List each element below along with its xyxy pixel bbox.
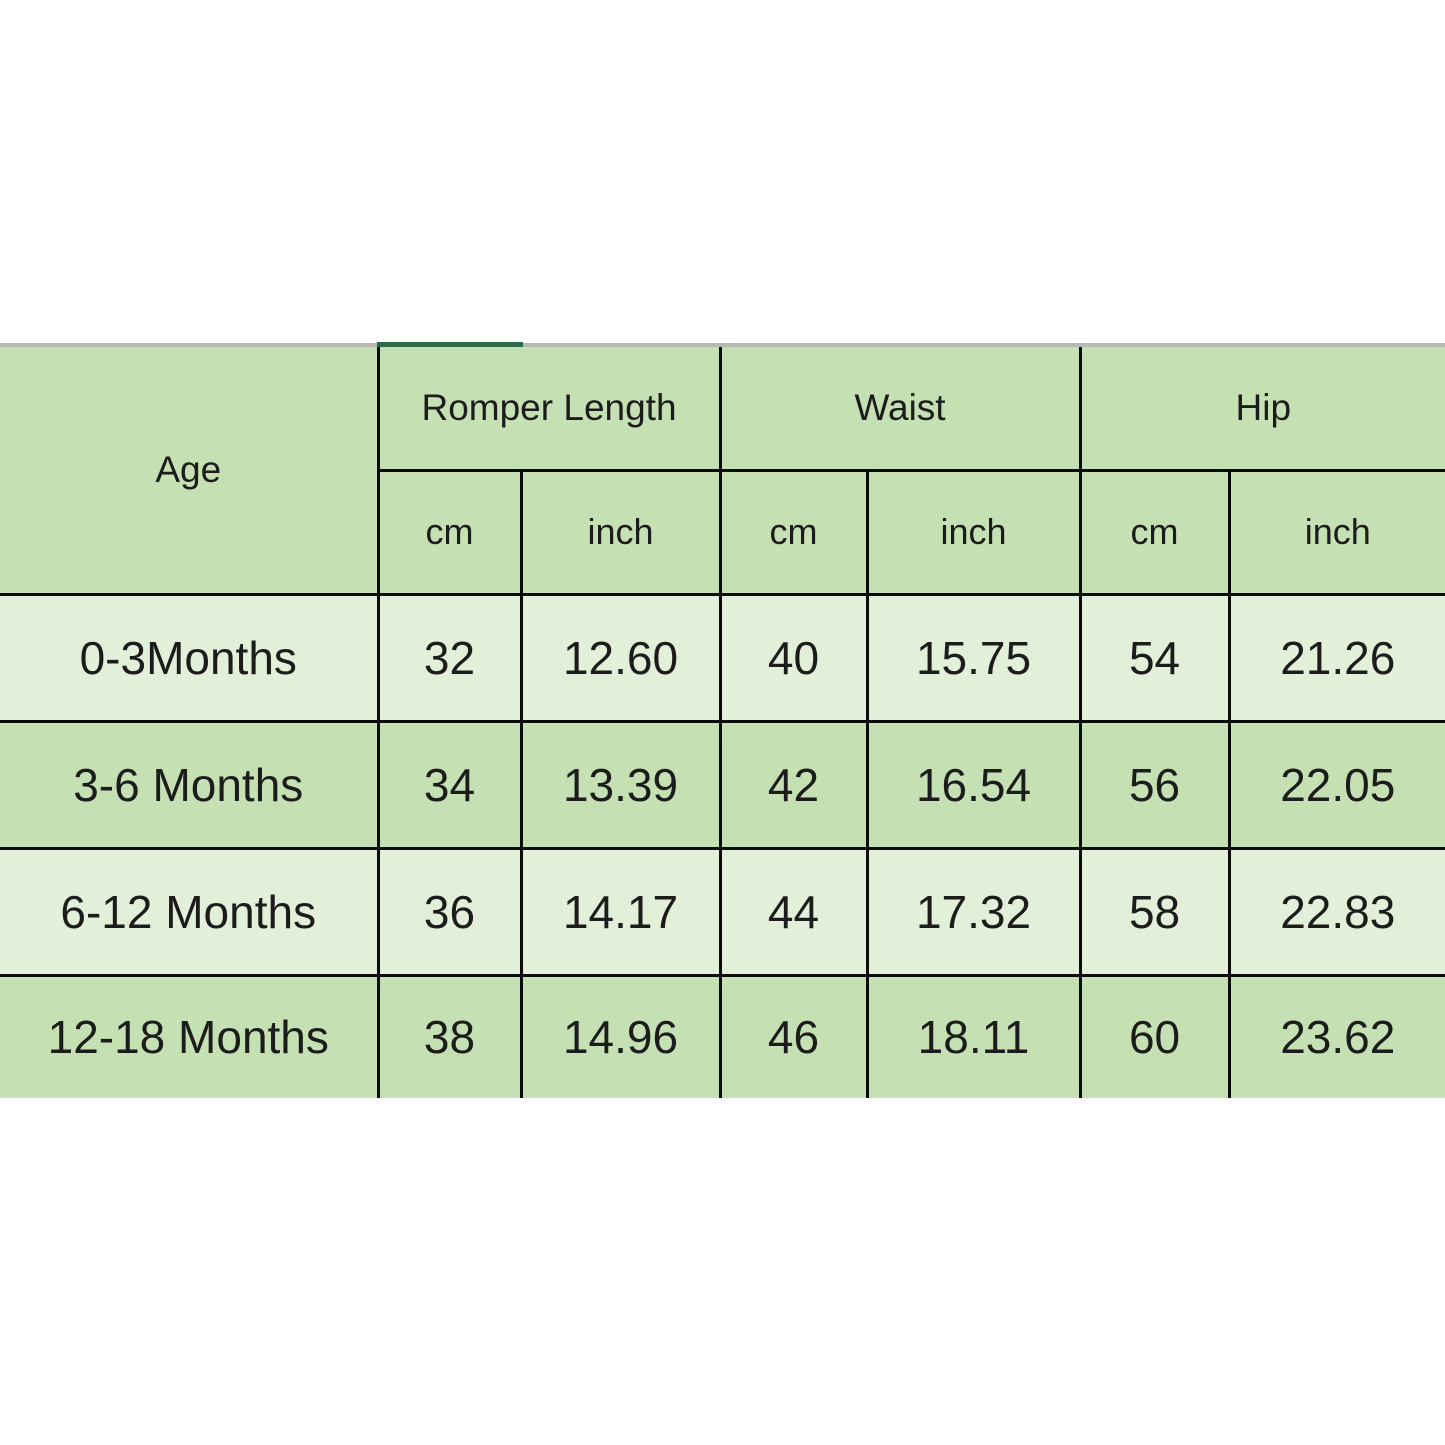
age-cell: 6-12 Months (0, 846, 380, 977)
age-cell: 12-18 Months (0, 973, 380, 1098)
value-cell-waist-inch: 18.11 (865, 973, 1082, 1098)
unit-cell-romper-cm: cm (378, 468, 523, 596)
table-row: 0-3Months 32 12.60 40 15.75 54 21.26 (0, 592, 1445, 723)
value-cell-waist-cm: 42 (718, 719, 869, 850)
value-cell-waist-inch: 15.75 (865, 592, 1082, 723)
value-cell-romper-inch: 13.39 (519, 719, 722, 850)
value-cell-waist-cm: 46 (718, 973, 869, 1098)
value-cell-romper-inch: 14.96 (519, 973, 722, 1098)
header-cell-age: Age (0, 347, 380, 596)
value-cell-hip-cm: 56 (1078, 719, 1231, 850)
age-cell: 0-3Months (0, 592, 380, 723)
value-cell-romper-cm: 32 (376, 592, 523, 723)
unit-cell-waist-inch: inch (865, 468, 1082, 596)
size-chart-table: Age Romper Length Waist Hip cm inch cm i… (0, 347, 1445, 1098)
table-row: 12-18 Months 38 14.96 46 18.11 60 23.62 (0, 973, 1445, 1098)
value-cell-hip-inch: 22.05 (1227, 719, 1445, 850)
unit-cell-romper-inch: inch (519, 468, 722, 596)
value-cell-romper-inch: 12.60 (519, 592, 722, 723)
value-cell-waist-cm: 40 (718, 592, 869, 723)
selection-accent-bar (377, 342, 523, 347)
unit-cell-hip-inch: inch (1227, 468, 1445, 596)
value-cell-hip-inch: 21.26 (1227, 592, 1445, 723)
header-cell-romper-length: Romper Length (376, 347, 722, 472)
table-row: 3-6 Months 34 13.39 42 16.54 56 22.05 (0, 719, 1445, 850)
age-cell: 3-6 Months (0, 719, 380, 850)
table-row: 6-12 Months 36 14.17 44 17.32 58 22.83 (0, 846, 1445, 977)
value-cell-waist-inch: 16.54 (865, 719, 1082, 850)
header-cell-hip: Hip (1078, 347, 1445, 472)
value-cell-hip-inch: 23.62 (1227, 973, 1445, 1098)
header-cell-waist: Waist (718, 347, 1082, 472)
value-cell-hip-cm: 60 (1078, 973, 1231, 1098)
value-cell-hip-cm: 58 (1078, 846, 1231, 977)
value-cell-romper-inch: 14.17 (519, 846, 722, 977)
unit-cell-hip-cm: cm (1078, 468, 1231, 596)
unit-cell-waist-cm: cm (718, 468, 869, 596)
value-cell-romper-cm: 38 (376, 973, 523, 1098)
value-cell-waist-cm: 44 (718, 846, 869, 977)
value-cell-hip-cm: 54 (1078, 592, 1231, 723)
value-cell-hip-inch: 22.83 (1227, 846, 1445, 977)
value-cell-waist-inch: 17.32 (865, 846, 1082, 977)
value-cell-romper-cm: 34 (376, 719, 523, 850)
table-top-rule (0, 343, 1445, 347)
value-cell-romper-cm: 36 (376, 846, 523, 977)
